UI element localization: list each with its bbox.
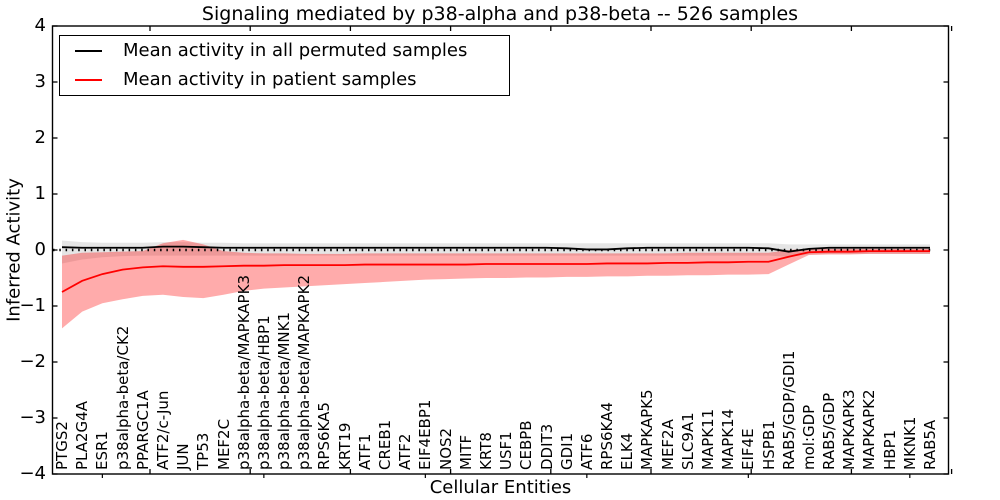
legend-box: Mean activity in all permuted samples Me…	[59, 35, 510, 96]
legend-line-sample-permuted	[75, 50, 102, 52]
x-tick-label: USF1	[497, 431, 516, 470]
x-tick-label: MAPKAPK3	[840, 389, 859, 470]
x-tick-label: HBP1	[880, 429, 899, 470]
x-tick-label: CREB1	[376, 419, 394, 470]
y-tick-label: 3	[34, 71, 46, 92]
y-tick-label: −1	[19, 295, 46, 316]
legend-label-permuted: Mean activity in all permuted samples	[123, 39, 468, 61]
x-tick-label: p38alpha-beta/MAPKAPK2	[295, 275, 314, 470]
x-tick-label: RAB5/GDP/GDI1	[779, 350, 798, 470]
x-tick-label: MAPK14	[719, 408, 738, 470]
x-tick-label: JUN	[174, 443, 193, 470]
x-tick-label: p38alpha-beta/HBP1	[254, 315, 273, 470]
x-tick-label: EIF4EBP1	[416, 399, 435, 470]
x-tick-label: MEF2A	[658, 419, 677, 470]
y-tick-label: 2	[34, 127, 46, 148]
x-tick-label: NOS2	[436, 427, 455, 470]
y-tick-label: −3	[19, 407, 46, 428]
x-tick-label: ATF2	[396, 433, 415, 470]
x-tick-label: p38alpha-beta/MAPKAPK3	[234, 275, 253, 470]
x-tick-label: MEF2C	[214, 418, 233, 470]
x-tick-label: MAPKAPK2	[860, 389, 879, 470]
x-tick-label: MKNK1	[900, 416, 919, 470]
x-tick-label: MAPKAPK5	[638, 389, 657, 470]
x-tick-label: HSPB1	[759, 420, 778, 470]
x-tick-label: EIF4E	[739, 428, 758, 470]
y-tick-label: 4	[34, 15, 46, 36]
x-tick-label: PTGS2	[53, 421, 71, 470]
x-tick-label: KRT8	[476, 432, 495, 470]
x-tick-label: ATF2/c-Jun	[153, 390, 172, 470]
x-tick-label: CEBPB	[517, 420, 536, 470]
x-tick-label: GDI1	[557, 432, 576, 470]
y-tick-label: 0	[34, 239, 46, 260]
band-series-0	[62, 240, 930, 264]
chart-title: Signaling mediated by p38-alpha and p38-…	[201, 3, 799, 25]
x-tick-label: RAB5/GDP	[820, 392, 839, 470]
legend-entry-permuted: Mean activity in all permuted samples	[60, 39, 509, 64]
x-tick-label: ESR1	[93, 431, 112, 470]
x-tick-label: ELK4	[618, 432, 637, 470]
x-tick-label: RPS6KA4	[598, 402, 616, 470]
x-axis-label: Cellular Entities	[429, 477, 572, 498]
x-tick-label: MITF	[456, 434, 475, 470]
x-tick-label: RPS6KA5	[315, 402, 334, 470]
x-tick-label: ATF6	[577, 433, 596, 470]
x-tick-label: p38alpha-beta/CK2	[113, 325, 132, 470]
x-tick-label: p38alpha-beta/MNK1	[275, 311, 293, 470]
legend-label-patient: Mean activity in patient samples	[123, 68, 417, 90]
legend-line-sample-patient	[75, 79, 102, 81]
x-tick-label: RAB5A	[921, 419, 939, 470]
y-tick-label: −4	[19, 463, 46, 484]
x-tick-label: PLA2G4A	[73, 401, 92, 470]
mean-line-series-1	[61, 250, 930, 293]
x-tick-label: SLC9A1	[678, 412, 697, 470]
x-tick-label: MAPK11	[699, 408, 717, 470]
mean-line-series-0	[61, 245, 930, 253]
x-tick-label: KRT19	[335, 422, 354, 470]
y-tick-label: −2	[19, 351, 46, 372]
y-tick-label: 1	[34, 183, 46, 204]
x-tick-label: PPARGC1A	[133, 390, 152, 470]
x-tick-label: DDIT3	[537, 423, 556, 470]
x-tick-label: TP53	[194, 432, 213, 470]
x-tick-label: ATF1	[355, 433, 374, 470]
legend-entry-patient: Mean activity in patient samples	[60, 68, 509, 93]
x-tick-label: mol:GDP	[799, 404, 818, 470]
